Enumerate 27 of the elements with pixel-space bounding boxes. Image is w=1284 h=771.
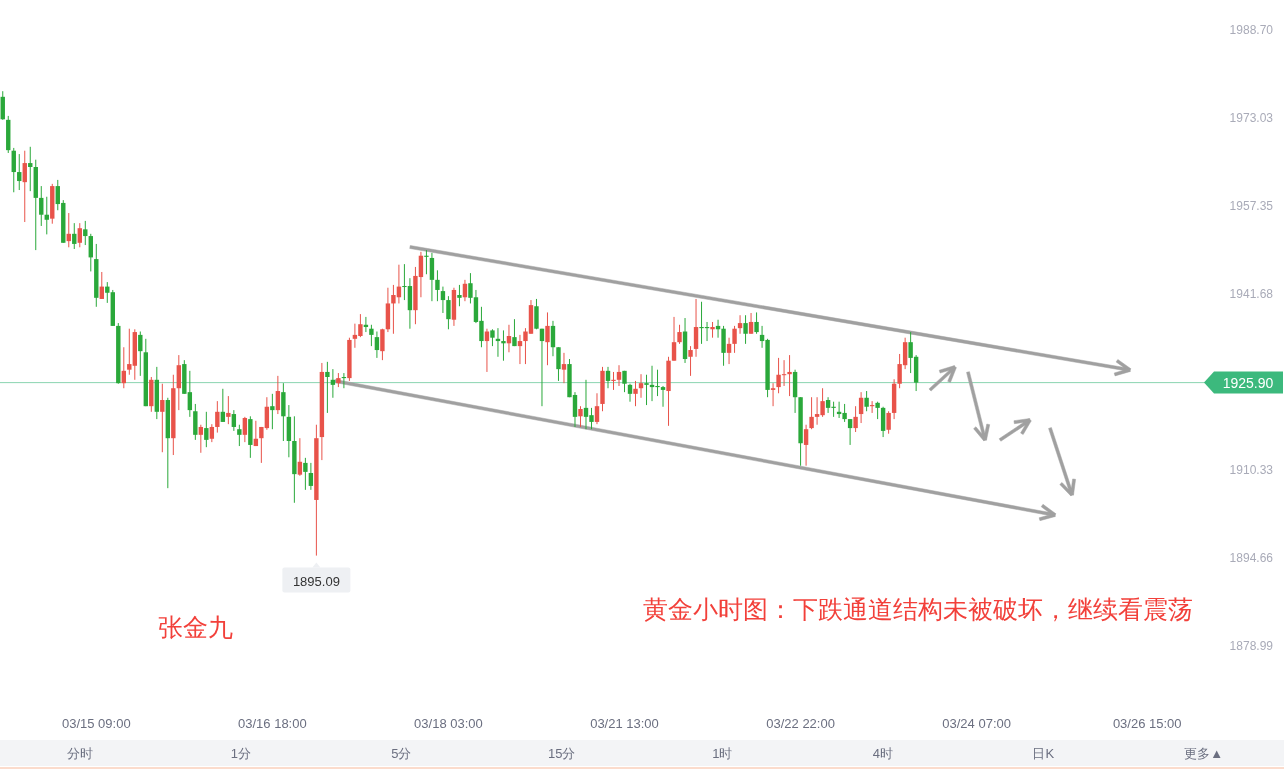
text: 分时 xyxy=(67,746,94,761)
x-tick-label: 03/15 09:00 xyxy=(61,716,131,731)
text: 1分 xyxy=(230,746,251,761)
x-tick-label: 03/21 13:00 xyxy=(590,716,659,731)
text: 日K xyxy=(1032,746,1055,761)
x-tick-label: 03/26 15:00 xyxy=(1112,716,1182,731)
x-tick-label: 03/22 22:00 xyxy=(766,716,835,731)
y-tick-label: 1910.33 xyxy=(1229,463,1274,478)
x-tick-label: 03/18 03:00 xyxy=(414,716,483,731)
ref-line-label: 1925.90 xyxy=(1222,374,1274,391)
y-tick-label: 1988.70 xyxy=(1229,23,1274,37)
annotation: 黄金小时图：下跌通道结构未被破坏，继续看震荡 xyxy=(643,595,1193,623)
text: 4时 xyxy=(872,746,893,761)
text: 1时 xyxy=(712,746,733,761)
y-tick-label: 1894.66 xyxy=(1229,551,1274,566)
y-tick-label: 1941.68 xyxy=(1229,287,1274,302)
text: 更多▲ xyxy=(1184,746,1224,761)
y-tick-label: 1973.03 xyxy=(1229,110,1274,125)
x-tick-label: 03/24 07:00 xyxy=(942,716,1011,731)
text: 15分 xyxy=(548,746,576,761)
annotation: 张金九 xyxy=(157,613,233,641)
text: 5分 xyxy=(391,746,412,761)
y-tick-label: 1878.99 xyxy=(1229,639,1274,653)
annotation: 1895.09 xyxy=(292,573,340,589)
y-tick-label: 1957.35 xyxy=(1229,199,1274,214)
x-tick-label: 03/16 18:00 xyxy=(238,716,307,731)
annotation: 1895.09 xyxy=(282,562,351,593)
